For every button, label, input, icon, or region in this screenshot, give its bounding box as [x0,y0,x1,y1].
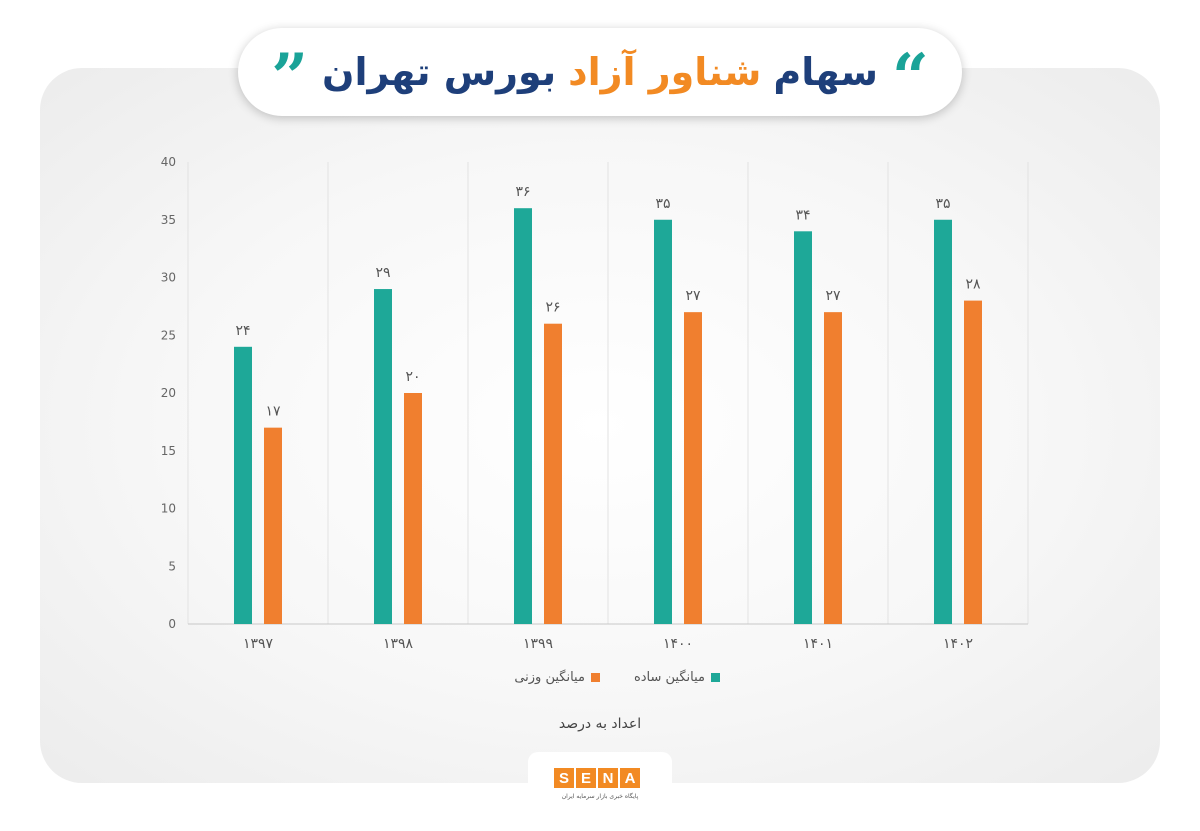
data-label: ۳۴ [795,207,810,223]
sena-logo: S E N A [554,768,640,788]
title-word-3: بورس تهران [322,50,557,94]
bar [264,427,282,624]
legend-swatch-series2 [590,672,600,682]
y-tick-label: 30 [161,271,176,285]
title-word-2: شناور آزاد [568,50,762,94]
legend-item-series2: میانگین وزنی [514,670,600,685]
x-tick-label: ۱۴۰۲ [943,636,973,652]
title-banner: “ سهام شناور آزاد بورس تهران ” [238,28,962,116]
legend-label-series2: میانگین وزنی [514,669,585,685]
bar [544,323,562,624]
legend-item-series1: میانگین ساده [634,670,720,685]
logo-letter: A [620,768,640,788]
y-tick-label: 35 [161,213,176,227]
quote-close-icon: ” [271,46,309,98]
x-tick-label: ۱۳۹۹ [523,636,553,652]
bar [404,393,422,624]
y-tick-label: 15 [161,444,176,458]
data-label: ۲۷ [825,288,841,304]
data-label: ۲۸ [965,277,981,293]
data-label: ۱۷ [265,404,281,420]
bar [684,312,702,624]
bar [794,231,812,625]
data-label: ۳۵ [655,196,670,212]
y-tick-label: 40 [161,155,176,169]
title-word-1: سهام [773,50,878,94]
legend: میانگین ساده میانگین وزنی [490,666,720,688]
data-label: ۳۶ [515,184,530,200]
legend-swatch-series1 [711,672,720,682]
data-label: ۲۷ [685,288,701,304]
x-tick-label: ۱۳۹۷ [243,636,274,652]
bar [374,289,392,624]
y-tick-label: 10 [161,502,176,516]
logo-letter: N [598,768,618,788]
y-tick-label: 20 [161,386,176,400]
data-label: ۲۹ [375,265,390,281]
logo-letter: S [554,768,574,788]
bar [234,346,252,624]
unit-note: اعداد به درصد [558,716,642,732]
data-label: ۲۶ [545,300,560,316]
logo-letter: E [576,768,596,788]
quote-open-icon: “ [892,46,929,98]
x-tick-label: ۱۳۹۸ [383,636,414,652]
y-tick-label: 5 [168,559,176,573]
y-tick-label: 25 [161,328,176,342]
bar [824,312,842,624]
logo-subtitle: پایگاه خبری بازار سرمایه ایران [561,793,639,800]
bar [654,219,672,624]
data-label: ۲۰ [405,369,420,385]
x-tick-label: ۱۴۰۱ [803,636,833,652]
data-label: ۳۵ [935,196,950,212]
chart-title: سهام شناور آزاد بورس تهران [322,50,878,94]
bar [514,208,532,624]
bar [964,300,982,624]
bar [934,219,952,624]
legend-label-series1: میانگین ساده [633,669,705,685]
y-tick-label: 0 [168,617,176,631]
data-label: ۲۴ [235,323,250,339]
x-tick-label: ۱۴۰۰ [663,636,693,652]
